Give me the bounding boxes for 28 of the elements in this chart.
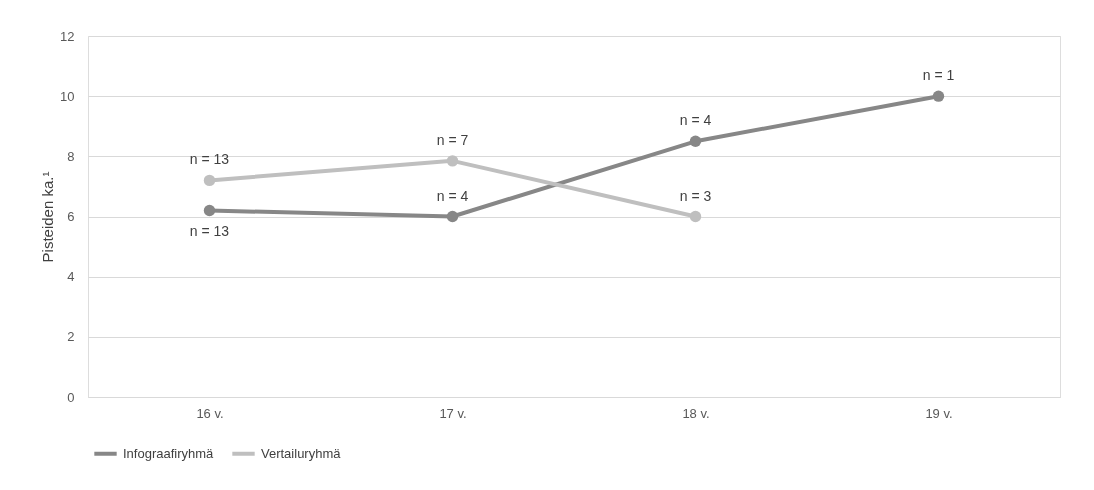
- point: [203, 204, 216, 217]
- annotation: n = 13: [189, 223, 230, 240]
- annotation: n = 7: [436, 131, 469, 148]
- y-tick-label: 12: [60, 28, 75, 44]
- point: [689, 135, 702, 147]
- point: [446, 155, 459, 167]
- legend-label: Infograafiryhmä: [123, 445, 215, 461]
- legend-label: Vertailuryhmä: [261, 445, 342, 461]
- y-tick-label: 0: [67, 389, 75, 405]
- x-tick-label: 16 v.: [196, 405, 224, 421]
- y-tick-label: 4: [67, 269, 75, 285]
- point: [203, 174, 216, 187]
- annotation: n = 4: [679, 112, 712, 129]
- annotation: n = 1: [922, 67, 955, 84]
- point: [446, 210, 459, 223]
- annotation: n = 13: [189, 151, 230, 168]
- y-axis-title: Pisteiden ka.¹: [39, 171, 57, 263]
- y-tick-label: 10: [60, 88, 75, 104]
- annotation: n = 3: [679, 187, 712, 204]
- y-tick-label: 8: [67, 148, 75, 164]
- y-tick-label: 6: [67, 209, 75, 224]
- y-tick-label: 2: [67, 329, 75, 345]
- x-tick-label: 18 v.: [682, 405, 710, 421]
- point: [932, 90, 945, 102]
- point: [689, 210, 702, 223]
- x-tick-label: 19 v.: [925, 405, 953, 421]
- annotation: n = 4: [436, 187, 469, 204]
- x-tick-label: 17 v.: [439, 405, 467, 421]
